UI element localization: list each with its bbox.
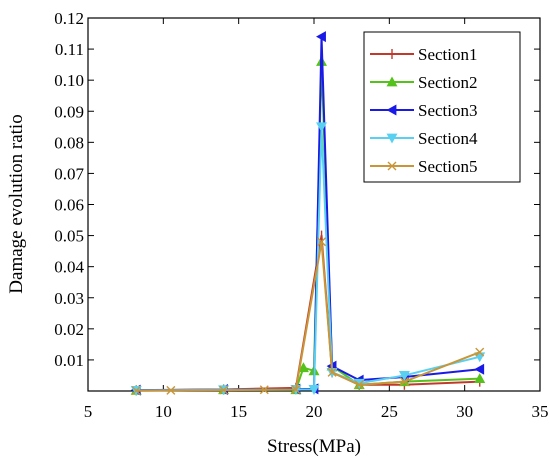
y-tick-label: 0.04 — [54, 258, 84, 277]
y-tick-label: 0.02 — [54, 320, 84, 339]
data-point — [474, 373, 486, 383]
legend-marker — [386, 76, 398, 87]
y-tick-label: 0.09 — [54, 102, 84, 121]
x-tick-label: 15 — [230, 402, 247, 421]
y-tick-label: 0.10 — [54, 71, 84, 90]
series-line — [136, 240, 481, 392]
x-tick-label: 20 — [306, 402, 323, 421]
y-tick-label: 0.05 — [54, 227, 84, 246]
series-layer — [130, 31, 486, 396]
x-axis: 5 10 15 20 25 30 35 — [84, 18, 549, 421]
x-tick-label: 35 — [532, 402, 549, 421]
legend-label: Section3 — [418, 101, 478, 120]
data-point — [291, 384, 301, 394]
data-point — [308, 385, 320, 395]
data-point — [259, 385, 269, 395]
data-point — [354, 380, 364, 390]
data-point — [399, 377, 409, 387]
legend-label: Section2 — [418, 73, 478, 92]
data-point — [131, 386, 141, 396]
legend: Section1 Section2 Section3 Section4 Section5 — [363, 31, 521, 183]
legend-item: Section5 — [370, 157, 478, 176]
x-tick-label: 30 — [456, 402, 473, 421]
y-tick-label: 0.01 — [54, 351, 84, 370]
y-axis: 0.01 0.02 0.03 0.04 0.05 0.06 0.07 0.08 0.09 0.10… — [54, 9, 540, 370]
legend-item: Section2 — [370, 73, 478, 92]
y-axis-title: Damage evolution ratio — [6, 114, 27, 293]
legend-box — [363, 31, 521, 183]
x-axis-title: Stress(MPa) — [267, 436, 361, 457]
data-point — [398, 371, 410, 381]
legend-item: Section3 — [370, 101, 478, 120]
data-point — [297, 362, 309, 373]
data-point — [316, 31, 326, 43]
legend-marker — [386, 133, 398, 144]
y-tick-label: 0.06 — [54, 196, 84, 215]
data-point — [317, 237, 327, 247]
data-point — [474, 363, 485, 375]
y-tick-label: 0.11 — [55, 40, 84, 59]
legend-item: Section1 — [370, 45, 478, 64]
y-tick-label: 0.07 — [54, 164, 84, 183]
legend-label: Section5 — [418, 157, 478, 176]
y-tick-label: 0.12 — [54, 9, 84, 28]
data-point — [219, 385, 229, 395]
legend-label: Section1 — [418, 45, 478, 64]
legend-marker — [386, 104, 397, 116]
series-section5 — [131, 237, 485, 396]
legend-label: Section4 — [418, 129, 478, 148]
x-tick-label: 10 — [155, 402, 172, 421]
data-point — [166, 385, 176, 395]
y-tick-label: 0.03 — [54, 289, 84, 308]
legend-item: Section4 — [370, 129, 478, 148]
legend-marker — [387, 161, 397, 171]
data-point — [327, 367, 337, 377]
data-point — [316, 122, 328, 133]
data-point — [475, 347, 485, 357]
x-tick-label: 25 — [381, 402, 398, 421]
y-tick-label: 0.08 — [54, 133, 84, 152]
x-tick-label: 5 — [84, 402, 93, 421]
